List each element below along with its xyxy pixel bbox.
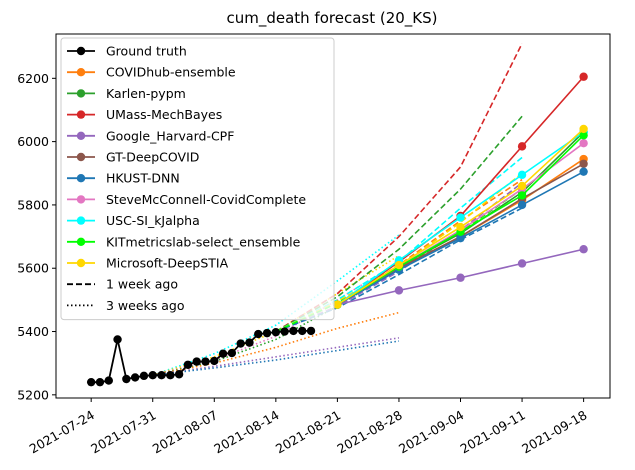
x-tick-label: 2021-08-07 bbox=[150, 407, 220, 456]
forecast-point bbox=[517, 170, 527, 180]
ground-truth-point bbox=[236, 339, 245, 348]
forecast-point bbox=[517, 259, 527, 268]
plot-frame bbox=[55, 33, 611, 399]
forecast-point bbox=[394, 286, 404, 295]
legend-label: 3 weeks ago bbox=[106, 298, 185, 313]
forecast-point bbox=[456, 273, 465, 282]
ground-truth-point bbox=[95, 377, 105, 387]
legend-label: SteveMcConnell-CovidComplete bbox=[106, 192, 306, 207]
ground-truth-point bbox=[122, 374, 131, 384]
legend-label: Ground truth bbox=[106, 44, 187, 59]
legend-marker bbox=[76, 174, 86, 183]
ground-truth-point bbox=[130, 373, 140, 382]
x-tick-label: 2021-07-24 bbox=[27, 407, 97, 456]
ground-truth-point bbox=[254, 329, 263, 339]
forecast-point bbox=[517, 181, 527, 191]
x-tick-label: 2021-08-14 bbox=[211, 407, 281, 456]
legend-marker bbox=[76, 89, 86, 98]
forecast-point bbox=[394, 260, 404, 270]
three-weeks-ago-line bbox=[152, 234, 400, 376]
ground-truth-point bbox=[227, 348, 237, 358]
forecast-series-line bbox=[336, 76, 585, 306]
forecast-point bbox=[517, 142, 527, 151]
ground-truth-point bbox=[289, 326, 298, 336]
legend-marker bbox=[76, 258, 86, 268]
legend-box bbox=[60, 37, 335, 321]
y-tick-label: 5600 bbox=[17, 261, 49, 276]
legend-marker bbox=[76, 195, 86, 204]
y-tick-label: 5200 bbox=[17, 387, 49, 402]
ground-truth-point bbox=[104, 376, 113, 385]
plot-lines bbox=[86, 43, 588, 387]
ground-truth-point bbox=[262, 328, 272, 338]
y-tick-label: 6000 bbox=[17, 134, 49, 149]
ground-truth-point bbox=[157, 371, 166, 380]
legend-marker bbox=[76, 152, 86, 162]
ground-truth-line bbox=[91, 329, 312, 384]
ground-truth-point bbox=[298, 326, 307, 336]
legend-label: COVIDhub-ensemble bbox=[106, 65, 236, 80]
forecast-point bbox=[333, 300, 342, 309]
ground-truth-point bbox=[174, 370, 184, 379]
ground-truth-point bbox=[183, 360, 193, 369]
x-tick-label: 2021-08-28 bbox=[334, 407, 404, 456]
forecast-point bbox=[456, 213, 465, 222]
ground-truth-point bbox=[148, 371, 157, 380]
ground-truth-point bbox=[166, 371, 175, 380]
three-weeks-ago-line bbox=[152, 337, 400, 377]
forecast-point bbox=[579, 139, 588, 148]
legend: Ground truth COVIDhub-ensemble Karlen-pypm… bbox=[60, 37, 335, 321]
legend-label: Google_Harvard-CPF bbox=[106, 128, 234, 143]
x-tick-label: 2021-08-21 bbox=[273, 407, 343, 456]
legend-label: USC-SI_kJalpha bbox=[106, 213, 200, 228]
forecast-point bbox=[456, 222, 465, 232]
x-tick-label: 2021-09-18 bbox=[519, 407, 589, 456]
legend-label: UMass-MechBayes bbox=[106, 107, 222, 122]
week-ago-line bbox=[275, 207, 523, 333]
ground-truth-point bbox=[306, 326, 316, 336]
ground-truth-point bbox=[210, 356, 219, 366]
ground-truth-point bbox=[271, 327, 281, 337]
x-tick-label: 2021-07-31 bbox=[88, 407, 158, 456]
forecast-point bbox=[579, 159, 588, 168]
ground-truth-point bbox=[139, 371, 149, 381]
forecast-point bbox=[517, 191, 527, 200]
three-weeks-ago-line bbox=[152, 340, 400, 377]
y-tick-label: 5400 bbox=[17, 324, 49, 339]
legend-marker bbox=[76, 237, 86, 246]
forecast-point bbox=[579, 167, 588, 176]
legend-marker bbox=[76, 131, 86, 140]
ground-truth-point bbox=[86, 377, 96, 387]
legend-marker bbox=[76, 110, 86, 119]
legend-marker bbox=[76, 68, 86, 77]
forecast-point bbox=[579, 245, 588, 254]
three-weeks-ago-line bbox=[152, 267, 400, 376]
forecast-point bbox=[579, 72, 588, 81]
ground-truth-point bbox=[201, 357, 210, 366]
legend-marker bbox=[76, 216, 86, 225]
legend-label: GT-DeepCOVID bbox=[106, 150, 199, 165]
forecast-point bbox=[517, 200, 527, 210]
ground-truth-point bbox=[280, 327, 289, 336]
forecast-point bbox=[579, 124, 588, 134]
x-tick-label: 2021-09-11 bbox=[458, 407, 528, 456]
ground-truth-point bbox=[113, 335, 122, 344]
legend-label: Karlen-pypm bbox=[106, 86, 186, 101]
legend-marker bbox=[76, 46, 86, 56]
ground-truth-point bbox=[218, 349, 228, 358]
x-tick-label: 2021-09-04 bbox=[396, 407, 466, 456]
chart-title: cum_death forecast (20_KS) bbox=[226, 9, 437, 28]
legend-label: 1 week ago bbox=[106, 277, 178, 292]
legend-label: HKUST-DNN bbox=[106, 171, 180, 186]
y-tick-label: 5800 bbox=[17, 197, 49, 212]
ground-truth-point bbox=[192, 357, 201, 366]
legend-label: Microsoft-DeepSTIA bbox=[106, 256, 229, 271]
forecast-point bbox=[456, 233, 465, 243]
y-tick-label: 6200 bbox=[17, 71, 49, 86]
legend-label: KITmetricslab-select_ensemble bbox=[106, 234, 301, 249]
forecast-point bbox=[579, 131, 588, 140]
ground-truth-point bbox=[245, 338, 254, 347]
